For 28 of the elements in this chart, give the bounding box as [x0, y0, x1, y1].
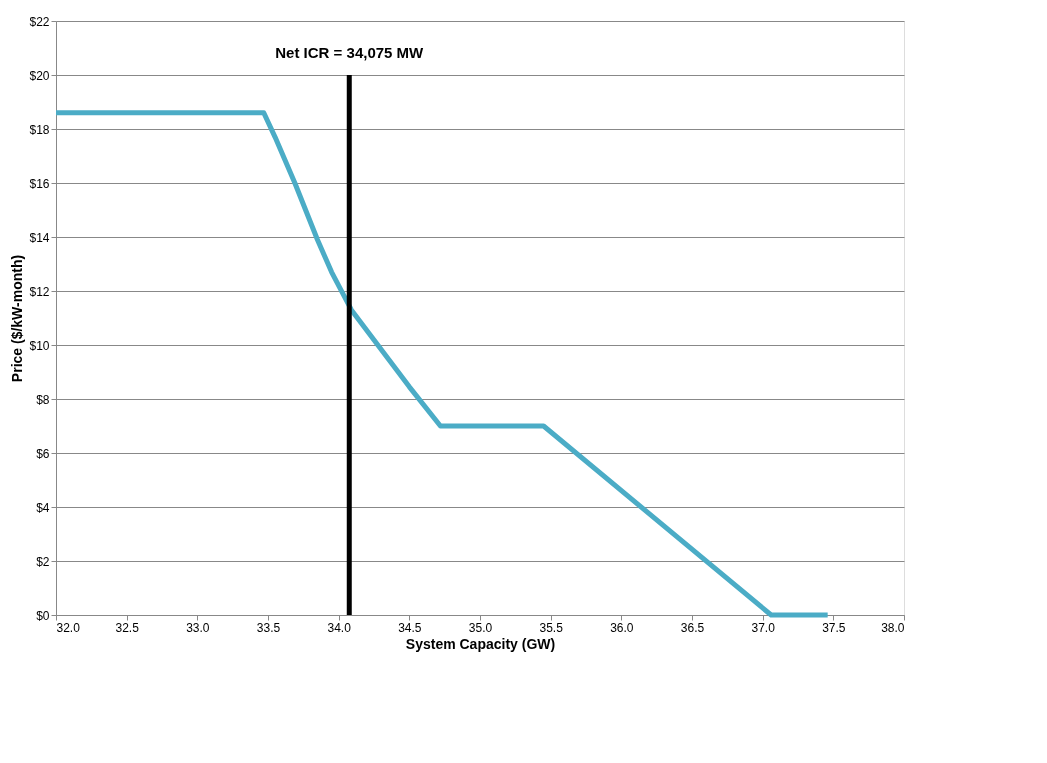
- x-tick-label: 38.0: [881, 620, 905, 635]
- x-tick-label: 36.0: [610, 620, 634, 635]
- x-tick-label: 32.0: [56, 620, 81, 635]
- y-tick-label: $6: [36, 446, 50, 461]
- y-tick-label: $20: [29, 68, 50, 83]
- x-tick-label: 34.5: [398, 620, 422, 635]
- x-tick-label: 33.0: [186, 620, 210, 635]
- annotation: Net ICR = 34,075 MW: [275, 44, 425, 61]
- y-tick-label: $2: [36, 554, 50, 569]
- y-tick-label: $10: [29, 338, 50, 353]
- y-axis-title: Price ($/kW-month): [9, 254, 26, 383]
- y-tick-label: $0: [36, 608, 50, 623]
- y-tick-label: $4: [36, 500, 50, 515]
- y-tick-label: $8: [36, 392, 50, 407]
- y-tick-label: $16: [29, 176, 50, 191]
- y-tick-label: $18: [29, 122, 50, 137]
- y-tick-label: $14: [29, 230, 50, 245]
- x-tick-label: 32.5: [115, 620, 140, 635]
- x-tick-label: 33.5: [256, 620, 281, 635]
- x-tick-label: 37.0: [751, 620, 776, 635]
- x-tick-label: 37.5: [822, 620, 846, 635]
- x-tick-label: 35.5: [539, 620, 564, 635]
- y-tick-label: $12: [29, 284, 50, 299]
- x-tick-label: 34.0: [327, 620, 352, 635]
- x-tick-label: 35.0: [468, 620, 493, 635]
- y-tick-label: $22: [29, 14, 50, 29]
- x-axis-title: System Capacity (GW): [405, 635, 556, 652]
- x-tick-label: 36.5: [680, 620, 705, 635]
